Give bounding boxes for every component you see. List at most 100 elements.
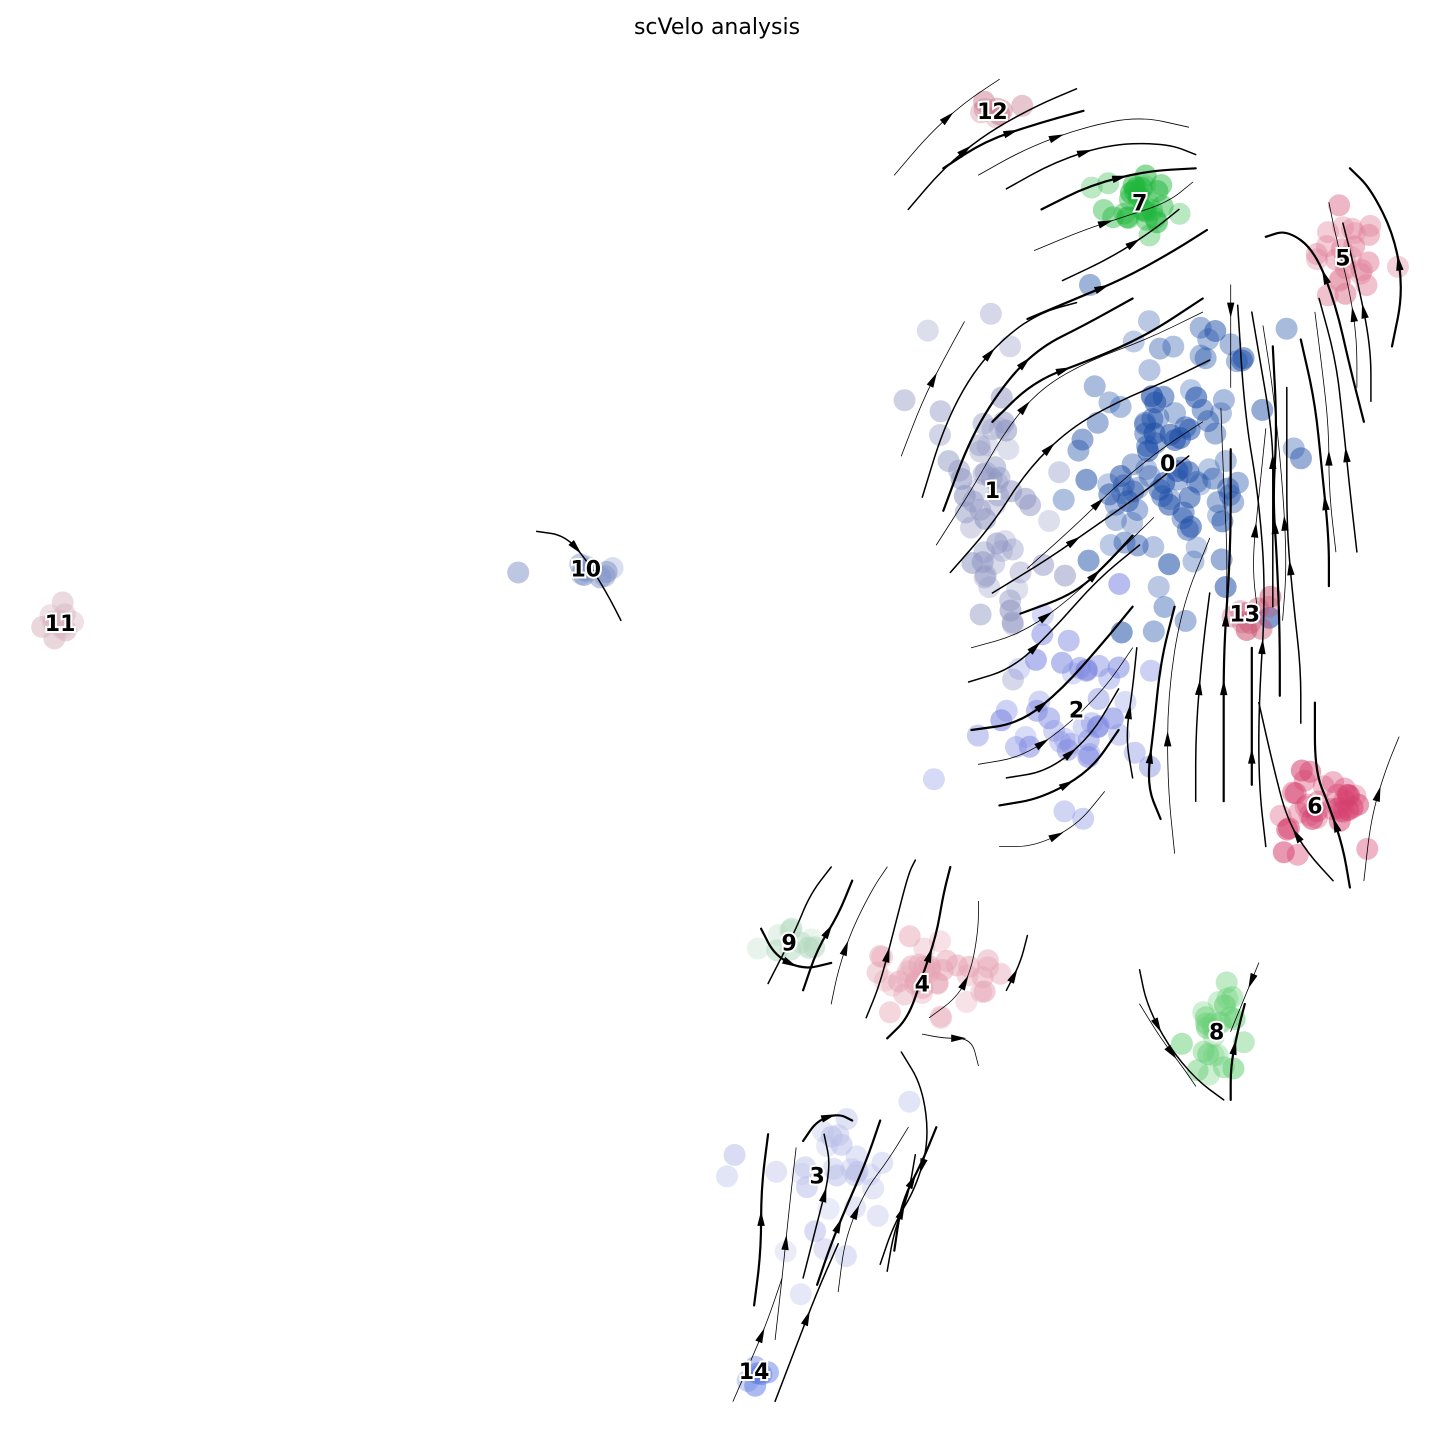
streamline [1236, 304, 1267, 848]
streamline-arrow [1058, 780, 1074, 791]
streamline [998, 728, 1120, 807]
cell-point-cluster-4 [898, 925, 921, 948]
streamline-arrow [1145, 748, 1153, 764]
cell-point-cluster-7 [1133, 175, 1156, 198]
cell-point-cluster-0 [1174, 416, 1197, 439]
cluster-label-10: 10 [570, 557, 601, 582]
cell-point-cluster-0 [1134, 422, 1157, 445]
cell-point-cluster-3 [765, 1160, 788, 1183]
cell-point-cluster-6 [1284, 782, 1307, 805]
streamline-arrow [1017, 401, 1030, 416]
streamline [1040, 167, 1197, 211]
cell-point-cluster-6 [1305, 806, 1328, 829]
cell-point-cluster-2 [1049, 730, 1072, 753]
cell-point-cluster-2 [1018, 735, 1041, 758]
cell-point-cluster-5 [1341, 217, 1364, 240]
cell-point-cluster-7 [1122, 174, 1145, 197]
cell-point-cluster-8 [1215, 971, 1238, 994]
cell-point-cluster-12 [970, 101, 992, 124]
cell-point-cluster-12 [973, 90, 996, 113]
cell-point-cluster-7 [1113, 202, 1136, 225]
streamline-arrow [1163, 731, 1172, 747]
cell-point-cluster-0 [1179, 515, 1202, 538]
cell-point-cluster-0 [1212, 389, 1235, 411]
cell-point-cluster-0 [1142, 620, 1165, 643]
cell-point-cluster-0 [1204, 320, 1227, 342]
streamline [802, 1114, 854, 1143]
streamline-arrow [1111, 175, 1128, 183]
cell-point-cluster-6 [1272, 841, 1295, 864]
cell-point-cluster-0 [1185, 536, 1208, 559]
cell-point-cluster-1 [916, 319, 939, 342]
streamline-arrow [1333, 817, 1342, 833]
cell-point-cluster-1 [999, 599, 1022, 622]
cluster-label-14: 14 [739, 1360, 770, 1385]
cell-point-cluster-4 [955, 990, 978, 1013]
streamline [886, 1153, 917, 1272]
cell-point-cluster-1 [969, 498, 992, 521]
cell-point-cluster-0 [1148, 337, 1171, 360]
cell-point-cluster-4 [976, 949, 999, 972]
streamline [1363, 736, 1400, 882]
streamline-arrow [1164, 1044, 1177, 1060]
streamline-arrow [800, 1310, 810, 1327]
cell-point-cluster-1 [1038, 509, 1061, 532]
cell-point-cluster-0 [1071, 428, 1094, 451]
cell-point-cluster-8 [1212, 1056, 1235, 1079]
cell-point-cluster-6 [1301, 808, 1324, 830]
cell-point-cluster-2 [1043, 719, 1066, 742]
cell-point-cluster-9 [800, 928, 823, 951]
cluster-label-2: 2 [1069, 698, 1084, 723]
streamline [1318, 297, 1358, 553]
cell-point-cluster-8 [1207, 991, 1230, 1013]
streamline-arrow [1016, 357, 1031, 371]
cell-point-cluster-1 [980, 467, 1003, 490]
streamline-arrow [1062, 748, 1077, 761]
cell-point-cluster-1 [1002, 668, 1024, 691]
cell-point-cluster-0 [1067, 439, 1090, 462]
streamline-arrow [1229, 1039, 1237, 1056]
cell-point-cluster-3 [794, 1156, 817, 1179]
cell-point-cluster-0 [1222, 491, 1245, 514]
cell-point-cluster-3 [716, 1165, 738, 1188]
cell-point-cluster-1 [986, 471, 1009, 494]
streamline [900, 321, 965, 457]
cell-point-cluster-0 [1109, 395, 1132, 418]
streamline [893, 1126, 938, 1252]
cell-point-cluster-2 [1008, 657, 1031, 680]
cell-point-cluster-0 [1077, 549, 1100, 572]
cell-point-cluster-4 [970, 980, 993, 1003]
cell-point-cluster-12 [988, 103, 1011, 126]
streamline [893, 78, 1000, 176]
streamline-arrow [1250, 522, 1259, 538]
cell-point-cluster-8 [1186, 1059, 1209, 1082]
streamline [732, 1277, 783, 1402]
streamline-arrow [1151, 1017, 1162, 1033]
cell-point-cluster-1 [968, 434, 991, 457]
cell-point-cluster-0 [1127, 476, 1150, 499]
streamline [1167, 537, 1211, 854]
cell-points [31, 90, 1409, 1397]
cell-point-cluster-10 [507, 561, 530, 584]
cluster-label-11: 11 [45, 612, 76, 637]
streamline [774, 1243, 839, 1403]
cluster-label-9: 9 [781, 931, 796, 956]
cell-point-cluster-0 [1290, 447, 1312, 470]
cell-point-cluster-3 [825, 1164, 848, 1187]
streamline [1061, 208, 1180, 282]
streamline-arrow [1195, 679, 1203, 696]
cell-point-cluster-3 [827, 1124, 850, 1147]
cell-point-cluster-6 [1269, 804, 1292, 827]
cell-point-cluster-0 [1141, 407, 1164, 430]
cell-point-cluster-0 [1135, 458, 1158, 480]
cell-point-cluster-2 [1056, 738, 1079, 761]
streamline [886, 865, 952, 1040]
cell-point-cluster-0 [1110, 621, 1133, 644]
cell-point-cluster-2 [995, 699, 1018, 722]
streamline-arrow [1037, 611, 1053, 624]
cell-point-cluster-0 [1137, 440, 1159, 462]
cell-point-cluster-0 [1075, 468, 1098, 491]
cell-point-cluster-0 [1104, 509, 1127, 532]
streamline [1026, 228, 1208, 321]
